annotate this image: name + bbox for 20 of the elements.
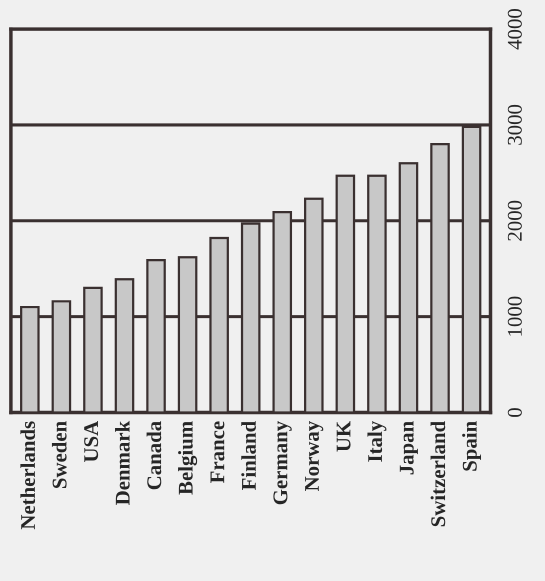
x-tick-label: Netherlands [20, 421, 36, 530]
x-tick-label: Canada [146, 421, 162, 490]
x-tick-label: Italy [367, 421, 386, 462]
y-tick-label: 4000 [508, 9, 522, 50]
x-tick-label: France [210, 421, 224, 483]
x-tick-label: Norway [305, 421, 324, 492]
y-tick-label: 0 [508, 408, 522, 417]
x-tick-label: Sweden [52, 421, 67, 488]
y-tick-label: 1000 [508, 296, 522, 336]
x-tick-label: UK [336, 421, 351, 452]
y-tick-label: 3000 [508, 104, 522, 145]
x-tick-label: Germany [273, 421, 292, 504]
x-tick-label: Switzerland [430, 421, 446, 526]
y-tick-label: 2000 [508, 200, 522, 241]
x-tick-label: USA [84, 420, 98, 462]
x-tick-label: Belgium [178, 421, 198, 495]
x-tick-label: Japan [400, 421, 418, 474]
x-tick-label: Denmark [115, 420, 130, 505]
x-tick-label: Spain [462, 421, 482, 471]
x-tick-label: Finland [241, 421, 256, 490]
